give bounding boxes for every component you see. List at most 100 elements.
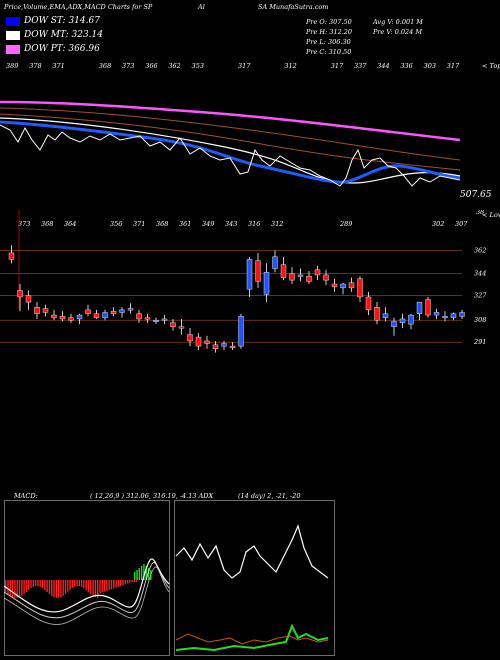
candle-body <box>314 269 321 276</box>
macd-hist-bar <box>34 580 37 587</box>
macd-hist-bar-positive <box>145 566 147 580</box>
macd-hist-bar <box>21 580 23 596</box>
macd-hist-bar <box>99 580 101 594</box>
macd-hist-bar <box>90 580 92 595</box>
macd-hist-bar <box>48 580 51 595</box>
candle-body <box>280 264 287 278</box>
price-level-label: 291 <box>473 338 486 346</box>
macd-hist-bar-positive <box>136 570 138 580</box>
macd-hist-bar <box>110 580 113 590</box>
macd-hist-bar <box>64 580 67 594</box>
ema-top-value: 337 <box>354 62 367 70</box>
ema-top-value: 344 <box>377 62 389 70</box>
macd-hist-bar <box>97 580 99 598</box>
legend-swatch-pt-icon <box>6 44 20 54</box>
macd-hist-bar <box>16 580 18 598</box>
prev-open: Pre O: 307.50 <box>306 18 352 26</box>
ema-top-value: 312 <box>284 62 296 70</box>
macd-hist-bar <box>131 580 133 582</box>
candle-body <box>25 295 32 303</box>
macd-hist-bar <box>80 580 83 587</box>
price-top-value: 307 <box>455 220 468 228</box>
macd-hist-bar <box>62 580 64 596</box>
legend-dow-pt: DOW PT: 366.96 <box>6 44 100 54</box>
macd-hist-bar <box>87 580 90 593</box>
chart-title: Price,Volume,EMA,ADX,MACD Charts for SP <box>4 3 153 11</box>
macd-hist-bar-positive <box>138 568 140 580</box>
ema-top-value: 378 <box>29 62 41 70</box>
price-levels: 38 362 344 327 308 291 <box>0 210 487 346</box>
candle-body <box>187 334 193 342</box>
adx-white-line <box>175 524 329 579</box>
candle-body <box>459 312 465 317</box>
ema-mt-line <box>0 117 461 184</box>
macd-hist-bar <box>60 580 62 598</box>
adx-green-line <box>175 623 329 652</box>
macd-line <box>4 558 170 613</box>
ema-right-value: 507.65 <box>460 190 492 200</box>
macd-hist-bar <box>41 580 44 589</box>
candle-body <box>255 260 261 282</box>
adx-panel <box>174 500 335 656</box>
macd-hist-bar <box>120 580 122 586</box>
ema-top-value: 317 <box>238 62 251 70</box>
ema-top-value: 371 <box>52 62 64 70</box>
macd-hist-bar <box>14 580 16 598</box>
price-top-value: 373 <box>18 220 30 228</box>
candle-body <box>238 316 244 347</box>
candle-body <box>8 252 15 260</box>
candle-body <box>399 318 406 324</box>
candle-body <box>178 326 185 329</box>
macd-hist-bar <box>115 580 117 588</box>
candle-body <box>51 314 57 318</box>
macd-hist-bar <box>7 580 9 595</box>
ema-pt-line <box>0 100 461 142</box>
macd-hist-bar <box>78 580 80 587</box>
candle-body <box>433 312 440 316</box>
candle-body <box>85 309 91 314</box>
macd-hist-bar <box>5 580 7 592</box>
macd-hist-bar <box>11 580 14 598</box>
candle-body <box>153 320 159 322</box>
candle-body <box>450 313 457 318</box>
macd-hist-bar <box>129 580 131 583</box>
candle-body <box>144 317 151 320</box>
price-top-value: 361 <box>179 220 191 228</box>
candle-body <box>119 309 125 313</box>
macd-hist-bar <box>46 580 48 593</box>
price-level-label: 327 <box>474 292 487 300</box>
candle-body <box>382 313 389 318</box>
price-top-values: 373 368 364 356 371 368 361 349 343 316 312 289 302 3… <box>18 210 468 310</box>
macd-hist-bar <box>124 580 126 585</box>
macd-hist-bar <box>55 580 57 598</box>
candle-body <box>110 310 117 314</box>
macd-hist-bar <box>69 580 71 590</box>
price-top-value: 368 <box>156 220 168 228</box>
candle-body <box>348 282 355 289</box>
ema-brown-line-1 <box>0 107 461 161</box>
macd-hist-bar <box>28 580 30 590</box>
macd-hist-bar <box>136 580 138 582</box>
macd-hist-bar <box>122 580 124 586</box>
macd-hist-bar <box>103 580 106 592</box>
macd-hist-bar <box>117 580 120 587</box>
price-level-label: 362 <box>474 246 486 254</box>
candle-body <box>323 274 329 281</box>
macd-signal-line <box>4 562 170 619</box>
candles <box>8 245 465 353</box>
candle-body <box>170 322 176 327</box>
candle-body <box>76 314 83 320</box>
legend-dow-st: DOW ST: 314.67 <box>6 16 100 26</box>
price-top-value: 289 <box>339 220 352 228</box>
candle-body <box>68 317 74 321</box>
ema-right-top: < Tops <box>482 62 500 70</box>
ema-top-value: 389 <box>6 62 18 70</box>
ema-top-value: 368 <box>99 62 111 70</box>
macd-values: ( 12,26,9 ) 312.06, 316.19, -4.13 ADX <box>90 492 214 500</box>
macd-hist-bar <box>67 580 69 592</box>
candle-body <box>221 343 227 347</box>
price-top-value: 364 <box>64 220 76 228</box>
adx-orange-line <box>175 633 329 645</box>
macd-hist-bar-positive <box>147 568 150 580</box>
candle-body <box>229 345 236 348</box>
